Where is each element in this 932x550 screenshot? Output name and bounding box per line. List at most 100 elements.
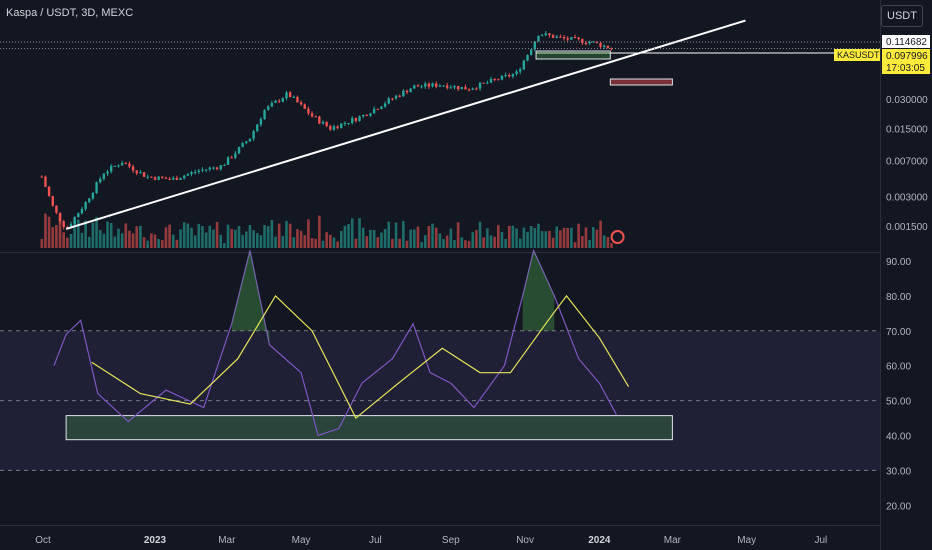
volume-bar bbox=[58, 213, 62, 248]
volume-bar bbox=[84, 220, 87, 248]
volume-bar bbox=[354, 238, 358, 248]
candle-body bbox=[329, 126, 332, 130]
volume-bar bbox=[168, 224, 171, 248]
volume-bar bbox=[73, 217, 76, 248]
time-tick-label: Oct bbox=[35, 535, 51, 546]
candle-body bbox=[281, 98, 285, 102]
candle-body bbox=[197, 170, 201, 172]
candle-body bbox=[88, 198, 91, 203]
candle-body bbox=[321, 121, 325, 124]
volume-bar bbox=[610, 243, 613, 248]
candle-body bbox=[259, 119, 263, 125]
time-tick-label: Sep bbox=[442, 535, 460, 546]
volume-bar bbox=[537, 223, 540, 248]
chart-background bbox=[0, 0, 880, 550]
candle-body bbox=[332, 126, 336, 130]
volume-bar bbox=[467, 241, 471, 248]
volume-bar bbox=[332, 237, 336, 248]
candle-body bbox=[62, 221, 65, 228]
volume-bar bbox=[175, 239, 179, 248]
volume-bar bbox=[325, 232, 328, 248]
volume-bar bbox=[478, 221, 482, 248]
volume-bar bbox=[329, 234, 332, 248]
volume-bar bbox=[387, 221, 391, 248]
candle-body bbox=[372, 108, 376, 114]
candle-body bbox=[562, 37, 566, 39]
volume-bar bbox=[307, 219, 310, 248]
volume-bar bbox=[248, 224, 252, 248]
candle-body bbox=[212, 167, 215, 169]
candles bbox=[40, 30, 613, 230]
volume-bar bbox=[190, 227, 193, 248]
volume-bar bbox=[431, 223, 434, 248]
volume-bar bbox=[507, 225, 511, 248]
volume-bar bbox=[241, 234, 244, 248]
volume-bar bbox=[91, 222, 95, 248]
candle-body bbox=[314, 116, 317, 118]
candle-body bbox=[208, 167, 211, 170]
volume-bar bbox=[559, 230, 562, 248]
volume-bar bbox=[449, 228, 453, 248]
price-tick-label: 0.003000 bbox=[886, 193, 928, 204]
candle-body bbox=[219, 165, 222, 170]
volume-bar bbox=[109, 223, 113, 248]
volume-bar bbox=[602, 235, 606, 248]
volume-bar bbox=[409, 229, 412, 248]
candle-body bbox=[77, 213, 80, 218]
volume-bar bbox=[445, 235, 449, 248]
volume-bar bbox=[223, 243, 226, 248]
volume-bar bbox=[164, 227, 168, 248]
candle-body bbox=[131, 166, 135, 171]
candle-body bbox=[420, 86, 423, 88]
candle-body bbox=[361, 114, 365, 117]
volume-bar bbox=[69, 233, 73, 248]
rsi-tick-label: 70.00 bbox=[886, 327, 911, 338]
volume-bar bbox=[486, 228, 489, 248]
candle-body bbox=[299, 102, 303, 105]
candle-body bbox=[475, 88, 478, 90]
currency-button[interactable]: USDT bbox=[881, 5, 923, 27]
candle-body bbox=[245, 141, 248, 144]
volume-bar bbox=[124, 223, 128, 248]
volume-bar bbox=[263, 225, 266, 248]
candle-body bbox=[248, 138, 252, 142]
candle-body bbox=[179, 178, 182, 180]
candle-body bbox=[55, 205, 58, 213]
volume-bar bbox=[212, 229, 215, 248]
candle-body bbox=[128, 163, 131, 167]
candle-body bbox=[215, 167, 219, 170]
time-tick-label: Nov bbox=[516, 535, 534, 546]
candle-body bbox=[453, 85, 456, 88]
volume-bar bbox=[398, 238, 401, 248]
volume-bar bbox=[274, 236, 277, 248]
countdown-label: 17:03:05 bbox=[886, 63, 925, 74]
candle-body bbox=[588, 41, 591, 44]
candle-body bbox=[201, 169, 204, 171]
chart-title: Kaspa / USDT, 3D, MEXC bbox=[6, 7, 134, 19]
candle-body bbox=[135, 170, 138, 174]
volume-bar bbox=[464, 240, 467, 248]
candle-body bbox=[354, 118, 358, 121]
volume-bar bbox=[66, 237, 69, 248]
volume-bar bbox=[577, 223, 580, 248]
candle-body bbox=[237, 147, 241, 154]
price-tick-label: 0.007000 bbox=[886, 157, 928, 168]
volume-bar bbox=[321, 240, 325, 248]
volume-bar bbox=[98, 230, 102, 248]
time-tick-label: Jul bbox=[815, 535, 828, 546]
volume-bar bbox=[456, 222, 460, 248]
volume-bar bbox=[584, 227, 588, 248]
volume-bar bbox=[482, 237, 485, 248]
volume-bar bbox=[201, 225, 204, 248]
volume-bar bbox=[434, 227, 438, 248]
volume-bar bbox=[427, 225, 431, 248]
candle-body bbox=[124, 163, 127, 165]
volume-bar bbox=[197, 223, 201, 248]
candle-body bbox=[595, 41, 599, 43]
candle-body bbox=[526, 54, 529, 61]
volume-bar bbox=[566, 228, 569, 248]
candle-body bbox=[95, 182, 98, 193]
candle-body bbox=[493, 79, 496, 81]
volume-bar bbox=[245, 231, 248, 248]
